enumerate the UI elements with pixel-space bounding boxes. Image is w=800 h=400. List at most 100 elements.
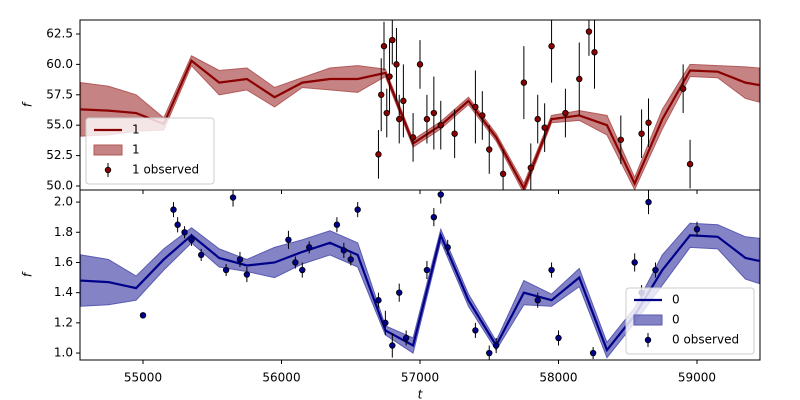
observed-point (174, 221, 181, 228)
y-tick-label: 1.0 (54, 346, 73, 360)
observed-point (555, 334, 562, 342)
observed-point (437, 191, 444, 198)
observed-point (409, 134, 417, 141)
observed-point (396, 115, 403, 123)
observed-point (686, 160, 694, 168)
observed-point (534, 297, 541, 304)
observed-point (354, 206, 361, 213)
observed-point (402, 334, 410, 342)
y-tick-label: 1.4 (54, 285, 73, 299)
confidence-band (80, 55, 760, 190)
x-tick-label: 55000 (124, 371, 162, 385)
plot-area (80, 20, 760, 190)
legend-label: 1 observed (132, 163, 199, 177)
observed-point (486, 349, 493, 357)
observed-point (236, 256, 244, 263)
observed-point (534, 115, 541, 123)
observed-point (652, 266, 659, 274)
observed-point (492, 342, 500, 349)
legend-patch (93, 144, 123, 156)
observed-point (347, 256, 354, 263)
observed-point (389, 36, 396, 44)
observed-point (486, 146, 493, 153)
observed-point (285, 236, 292, 244)
legend-patch (633, 314, 663, 326)
observed-point (380, 42, 388, 50)
x-tick-label: 57000 (401, 371, 439, 385)
observed-point (188, 236, 195, 244)
x-tick-label: 58000 (539, 371, 577, 385)
x-tick-label: 56000 (262, 371, 300, 385)
y-tick-label: 52.5 (46, 148, 73, 162)
observed-point (645, 119, 652, 126)
observed-point (197, 251, 205, 259)
observed-point (444, 244, 451, 251)
y-tick-label: 50.0 (46, 178, 73, 192)
plot-area (80, 190, 760, 360)
observed-point (589, 349, 597, 357)
observed-point (631, 259, 638, 266)
observed-point (548, 266, 555, 274)
observed-point (437, 121, 444, 129)
y-tick-label: 2.0 (54, 195, 73, 209)
observed-point (479, 112, 486, 119)
observed-point (333, 221, 341, 228)
y-axis-label: f (21, 101, 35, 107)
observed-point (617, 136, 625, 143)
observed-point (299, 266, 306, 274)
y-axis-label: f (21, 271, 35, 277)
observed-point (472, 103, 479, 111)
legend-marker (104, 166, 112, 174)
observed-point (375, 297, 382, 304)
observed-point (389, 342, 396, 349)
observed-point (520, 79, 528, 86)
legend-label: 1 (132, 143, 140, 157)
y-tick-label: 1.8 (54, 225, 73, 239)
observed-point (576, 75, 583, 83)
legend-label: 0 (672, 313, 680, 327)
observed-point (416, 61, 424, 68)
observed-point (292, 259, 299, 266)
observed-point (679, 85, 687, 92)
observed-point (562, 109, 569, 117)
observed-point (693, 226, 701, 233)
observed-point (638, 130, 645, 137)
observed-point (181, 229, 188, 236)
observed-point (243, 271, 251, 278)
observed-point (222, 266, 230, 274)
observed-point (170, 206, 177, 213)
x-tick-label: 59000 (678, 371, 716, 385)
observed-point (423, 115, 431, 123)
observed-point (541, 124, 548, 131)
observed-point (396, 289, 403, 296)
observed-point (527, 164, 534, 171)
observed-point (499, 170, 507, 178)
observed-point (400, 97, 407, 105)
observed-point (382, 319, 389, 327)
legend-marker (644, 336, 652, 344)
legend-label: 1 (132, 123, 140, 137)
legend-box (85, 117, 215, 185)
observed-point (591, 49, 598, 56)
observed-point (306, 244, 313, 251)
observed-point (383, 109, 390, 117)
y-tick-label: 55.0 (46, 118, 73, 132)
observed-point (585, 28, 593, 35)
y-tick-label: 57.5 (46, 87, 73, 101)
confidence-band (80, 222, 760, 359)
observed-point (451, 130, 458, 137)
y-tick-label: 62.5 (46, 26, 73, 40)
observed-point (378, 91, 385, 98)
observed-point (548, 42, 555, 50)
observed-point (393, 61, 400, 68)
observed-point (472, 327, 479, 334)
y-tick-label: 1.6 (54, 255, 73, 269)
observed-point (645, 198, 652, 206)
observed-point (430, 213, 438, 221)
observed-point (375, 151, 382, 158)
legend-box (625, 287, 755, 355)
y-tick-label: 60.0 (46, 57, 73, 71)
observed-point (139, 312, 147, 319)
observed-point (340, 247, 348, 254)
